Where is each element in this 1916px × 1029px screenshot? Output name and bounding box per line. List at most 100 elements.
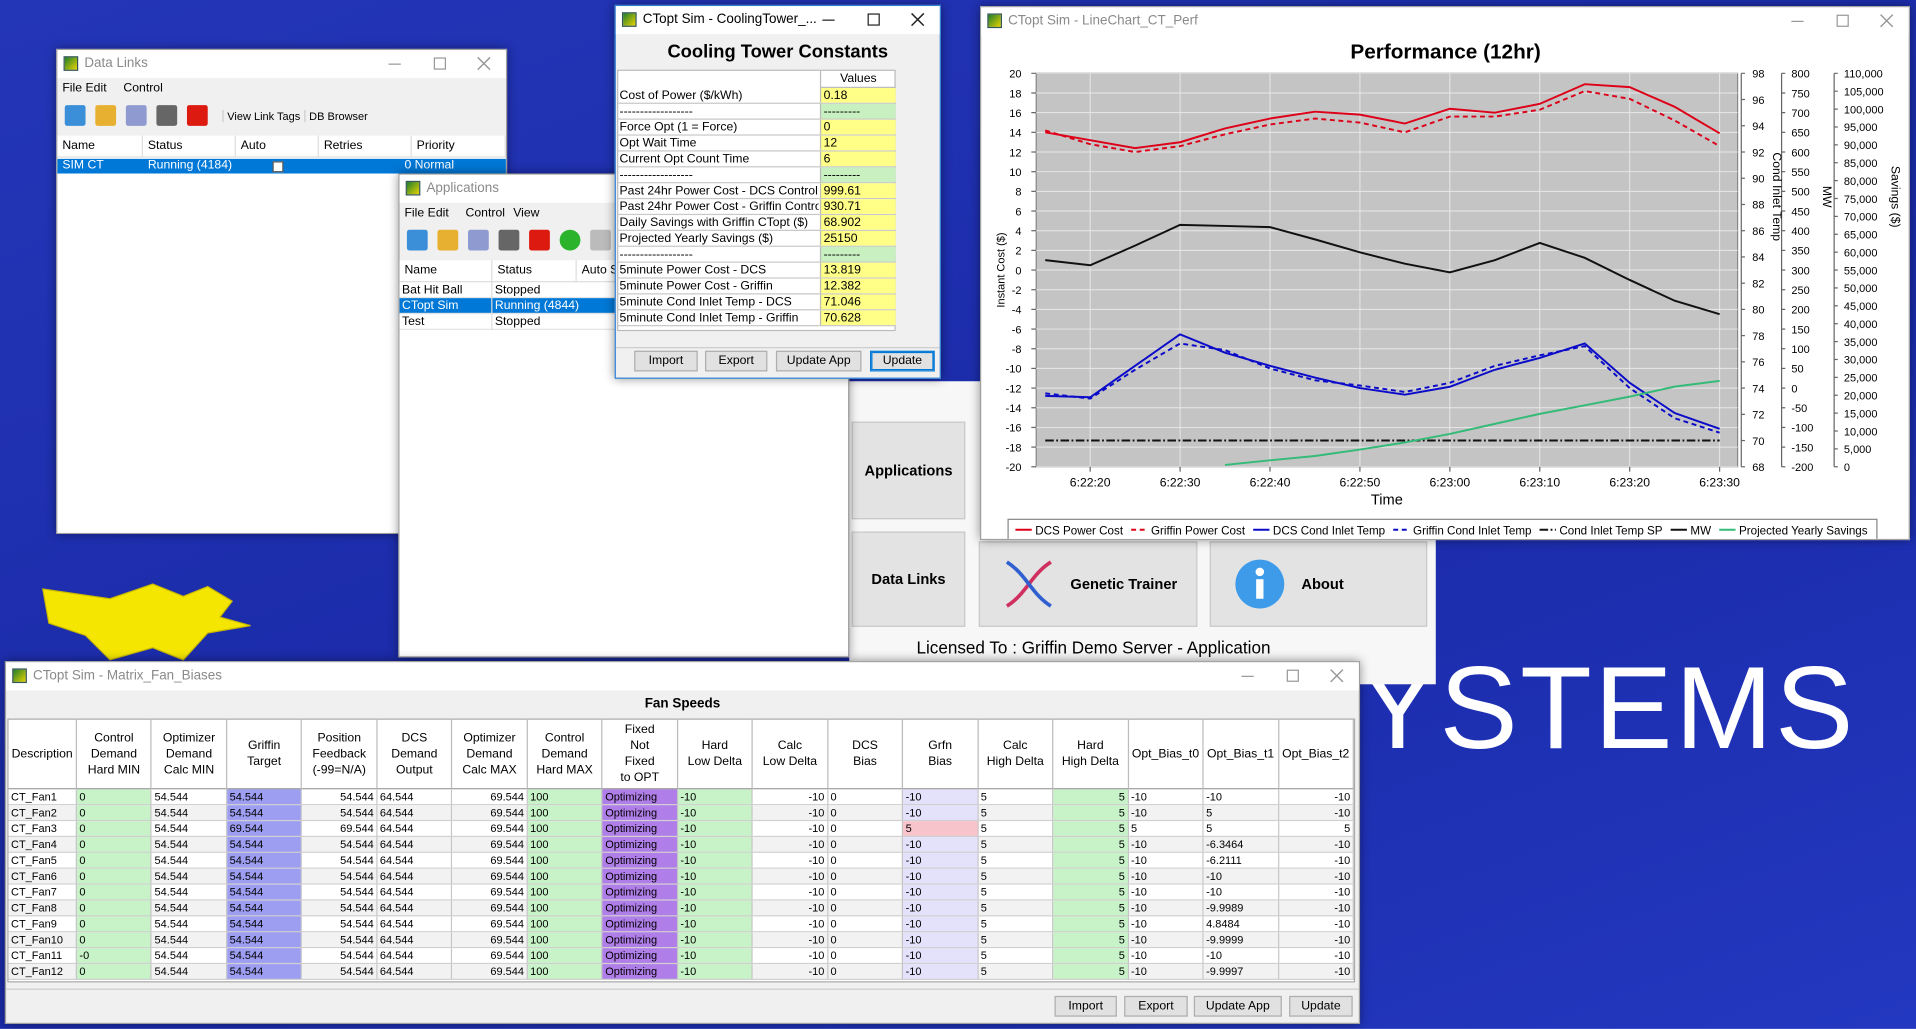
cell[interactable]: -10: [1203, 948, 1279, 965]
cell[interactable]: 0: [76, 837, 153, 853]
cell[interactable]: 4.8484: [1203, 916, 1279, 933]
cell[interactable]: 69.544: [302, 821, 378, 838]
cell[interactable]: 54.544: [302, 805, 378, 822]
cell[interactable]: 54.544: [302, 900, 378, 917]
cell[interactable]: 64.544: [377, 789, 453, 806]
toolbar-icon[interactable]: [559, 229, 581, 251]
cell[interactable]: 54.544: [152, 916, 228, 933]
cell[interactable]: 69.544: [452, 932, 528, 949]
cell[interactable]: 0: [76, 868, 153, 885]
value-cell[interactable]: ---------: [819, 103, 896, 119]
cell[interactable]: 100: [527, 837, 603, 853]
cell[interactable]: 5: [1053, 884, 1129, 901]
cell[interactable]: 54.544: [302, 916, 378, 933]
cell[interactable]: -10: [1278, 932, 1354, 949]
cell[interactable]: 100: [527, 821, 603, 838]
close-button[interactable]: [1329, 668, 1344, 683]
cell[interactable]: -10: [903, 964, 979, 980]
cell[interactable]: -10: [752, 916, 829, 933]
cell[interactable]: 5: [978, 821, 1054, 838]
cell[interactable]: 5: [1053, 964, 1129, 980]
cell[interactable]: 54.544: [152, 932, 228, 949]
cell[interactable]: Optimizing: [602, 837, 678, 853]
cell[interactable]: 5: [978, 900, 1054, 917]
cell[interactable]: -10: [677, 821, 753, 838]
cell[interactable]: Optimizing: [602, 789, 678, 806]
cell[interactable]: -10: [677, 948, 753, 965]
cell[interactable]: 0: [828, 964, 904, 980]
cell[interactable]: -10: [1278, 837, 1354, 853]
value-cell[interactable]: 71.046: [819, 294, 896, 310]
close-button[interactable]: [477, 56, 492, 71]
cell[interactable]: 5: [1053, 916, 1129, 933]
value-cell[interactable]: ---------: [819, 167, 896, 183]
toolbar-icon[interactable]: [156, 105, 178, 126]
cell[interactable]: 54.544: [227, 852, 303, 869]
cell[interactable]: -10: [1128, 805, 1204, 822]
cell[interactable]: 54.544: [302, 932, 378, 949]
button[interactable]: Export: [705, 350, 768, 372]
cell[interactable]: -10: [903, 948, 979, 965]
cell[interactable]: 0: [828, 900, 904, 917]
cell[interactable]: -10: [752, 964, 829, 980]
cell[interactable]: 5: [1203, 805, 1279, 822]
cell[interactable]: -10: [1128, 900, 1204, 917]
cell[interactable]: -10: [903, 789, 979, 806]
cell[interactable]: 54.544: [302, 964, 378, 980]
menu-item[interactable]: Edit: [85, 81, 107, 96]
cell[interactable]: 69.544: [227, 821, 303, 838]
cell[interactable]: 69.544: [452, 868, 528, 885]
cell[interactable]: 0: [76, 932, 153, 949]
cell[interactable]: 69.544: [452, 884, 528, 901]
cell[interactable]: 5: [1053, 805, 1129, 822]
checkbox[interactable]: [272, 161, 284, 173]
cell[interactable]: -10: [1278, 852, 1354, 869]
cell[interactable]: -0: [76, 948, 153, 965]
value-cell[interactable]: 12.382: [819, 278, 896, 294]
cell[interactable]: 5: [903, 821, 979, 838]
cell[interactable]: -10: [1278, 964, 1354, 980]
menu-item[interactable]: File: [62, 81, 83, 96]
cell[interactable]: 54.544: [152, 837, 228, 853]
cell[interactable]: 54.544: [152, 948, 228, 965]
cell[interactable]: -10: [677, 964, 753, 980]
cell[interactable]: 5: [1053, 900, 1129, 917]
cell[interactable]: -10: [1203, 884, 1279, 901]
minimize-button[interactable]: [388, 63, 401, 65]
cell[interactable]: 100: [527, 900, 603, 917]
cell[interactable]: 0: [76, 900, 153, 917]
cell[interactable]: -10: [1278, 916, 1354, 933]
cell[interactable]: 0: [76, 805, 153, 822]
button[interactable]: Export: [1124, 995, 1188, 1017]
cell[interactable]: 54.544: [227, 964, 303, 980]
cell[interactable]: 5: [978, 852, 1054, 869]
cell[interactable]: 0: [828, 805, 904, 822]
cell[interactable]: 69.544: [452, 805, 528, 822]
cell[interactable]: -10: [1128, 852, 1204, 869]
cell[interactable]: -9.9989: [1203, 900, 1279, 917]
cell[interactable]: 64.544: [377, 948, 453, 965]
cell[interactable]: -10: [903, 932, 979, 949]
menu-item[interactable]: File: [404, 206, 425, 220]
cell[interactable]: 54.544: [302, 884, 378, 901]
value-cell[interactable]: 0: [819, 119, 896, 135]
cell[interactable]: 54.544: [152, 900, 228, 917]
cell[interactable]: -10: [903, 868, 979, 885]
cell[interactable]: 64.544: [377, 900, 453, 917]
launcher-button[interactable]: About: [1209, 541, 1428, 627]
cell[interactable]: 0: [828, 837, 904, 853]
cell[interactable]: -10: [1128, 884, 1204, 901]
toolbar-button[interactable]: DB Browser: [304, 109, 368, 123]
cell[interactable]: 64.544: [377, 805, 453, 822]
cell[interactable]: 64.544: [377, 868, 453, 885]
toolbar-icon[interactable]: [64, 105, 86, 126]
cell[interactable]: 54.544: [302, 852, 378, 869]
cell[interactable]: 69.544: [452, 837, 528, 853]
cell[interactable]: -10: [752, 932, 829, 949]
value-cell[interactable]: 70.628: [819, 310, 896, 326]
cell[interactable]: -10: [752, 868, 829, 885]
button[interactable]: Update: [1289, 995, 1353, 1017]
menu-item[interactable]: Control: [465, 206, 505, 220]
cell[interactable]: 54.544: [227, 932, 303, 949]
cell[interactable]: 5: [978, 805, 1054, 822]
